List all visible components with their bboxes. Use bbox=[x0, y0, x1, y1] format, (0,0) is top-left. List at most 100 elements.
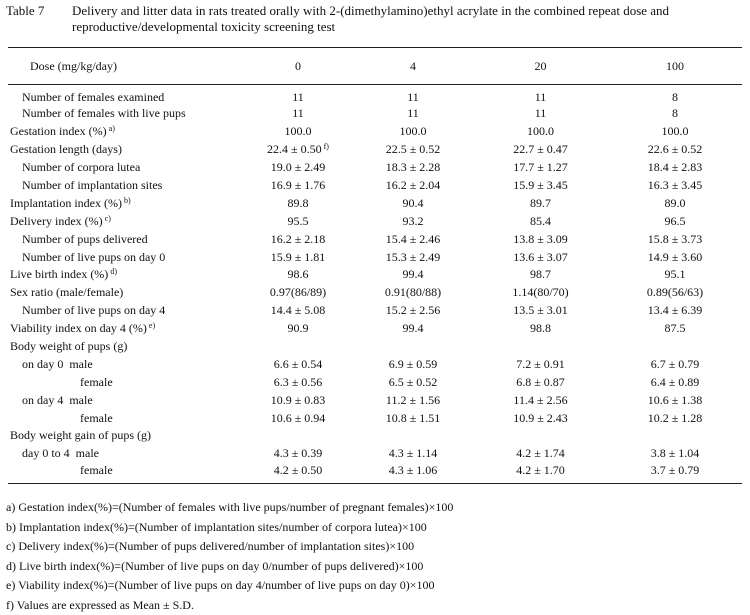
cell-value: 0.91(80/88) bbox=[385, 285, 441, 299]
table-cell: 15.4 ± 2.46 bbox=[353, 230, 473, 248]
row-label: Number of live pups on day 4 bbox=[8, 302, 243, 320]
table-cell: 16.3 ± 3.45 bbox=[608, 177, 742, 195]
cell-value: 98.8 bbox=[530, 321, 551, 335]
cell-value: 4.2 ± 0.50 bbox=[274, 463, 323, 477]
cell-value: 11 bbox=[535, 90, 547, 104]
table-cell: 3.7 ± 0.79 bbox=[608, 463, 742, 484]
table-cell: 89.8 bbox=[243, 194, 353, 212]
column-header: 0 bbox=[243, 48, 353, 85]
table-cell: 6.3 ± 0.56 bbox=[243, 373, 353, 391]
table-cell: 6.6 ± 0.54 bbox=[243, 355, 353, 373]
row-label-text: Sex ratio (male/female) bbox=[10, 285, 123, 299]
table-cell bbox=[608, 427, 742, 445]
table-cell: 13.8 ± 3.09 bbox=[473, 230, 608, 248]
table-cell: 16.2 ± 2.04 bbox=[353, 177, 473, 195]
cell-value: 98.7 bbox=[530, 267, 551, 281]
table-cell: 6.8 ± 0.87 bbox=[473, 373, 608, 391]
cell-value: 22.7 ± 0.47 bbox=[513, 142, 568, 156]
table-title: Delivery and litter data in rats treated… bbox=[72, 3, 744, 35]
cell-value: 10.6 ± 1.38 bbox=[648, 393, 703, 407]
table-cell: 4.3 ± 0.39 bbox=[243, 445, 353, 463]
cell-value: 16.2 ± 2.04 bbox=[386, 178, 441, 192]
cell-value: 1.14(80/70) bbox=[512, 285, 568, 299]
cell-value: 18.4 ± 2.83 bbox=[648, 160, 703, 174]
row-label: Live birth index (%)d) bbox=[8, 266, 243, 284]
row-label-text: day 0 to 4 male bbox=[22, 446, 99, 460]
cell-value: 19.0 ± 2.49 bbox=[271, 160, 326, 174]
row-label: day 0 to 4 male bbox=[8, 445, 243, 463]
table-cell: 4.3 ± 1.06 bbox=[353, 463, 473, 484]
table-cell: 7.2 ± 0.91 bbox=[473, 355, 608, 373]
table-cell: 89.0 bbox=[608, 194, 742, 212]
row-label: on day 0 male bbox=[8, 355, 243, 373]
table-cell: 6.4 ± 0.89 bbox=[608, 373, 742, 391]
table-cell: 98.6 bbox=[243, 266, 353, 284]
row-label-text: Viability index on day 4 (%) bbox=[10, 321, 147, 335]
row-label: Viability index on day 4 (%)e) bbox=[8, 320, 243, 338]
row-label-text: Gestation index (%) bbox=[10, 124, 107, 138]
table-cell bbox=[473, 338, 608, 356]
row-label-text: Number of pups delivered bbox=[22, 232, 148, 246]
row-label: Body weight of pups (g) bbox=[8, 338, 243, 356]
row-label-text: Number of corpora lutea bbox=[22, 160, 140, 174]
cell-value: 16.2 ± 2.18 bbox=[271, 232, 326, 246]
table-cell: 18.4 ± 2.83 bbox=[608, 159, 742, 177]
table-cell: 100.0 bbox=[243, 123, 353, 141]
table-cell bbox=[353, 427, 473, 445]
column-header: 4 bbox=[353, 48, 473, 85]
table-cell: 15.9 ± 1.81 bbox=[243, 248, 353, 266]
cell-value: 93.2 bbox=[403, 214, 424, 228]
cell-value: 10.9 ± 2.43 bbox=[513, 411, 568, 425]
table-cell: 15.8 ± 3.73 bbox=[608, 230, 742, 248]
cell-value: 15.3 ± 2.49 bbox=[386, 250, 441, 264]
cell-value: 100.0 bbox=[662, 124, 689, 138]
footnote: f) Values are expressed as Mean ± S.D. bbox=[6, 596, 453, 615]
cell-value: 15.8 ± 3.73 bbox=[648, 232, 703, 246]
cell-value: 13.4 ± 6.39 bbox=[648, 303, 703, 317]
cell-value: 95.1 bbox=[665, 267, 686, 281]
table-cell: 100.0 bbox=[473, 123, 608, 141]
cell-value: 11 bbox=[535, 106, 547, 120]
cell-value: 4.2 ± 1.74 bbox=[516, 446, 565, 460]
row-label: Number of live pups on day 0 bbox=[8, 248, 243, 266]
table-cell: 98.8 bbox=[473, 320, 608, 338]
table-cell: 11 bbox=[243, 85, 353, 106]
row-label: Body weight gain of pups (g) bbox=[8, 427, 243, 445]
cell-value: 11 bbox=[407, 90, 419, 104]
column-header: 20 bbox=[473, 48, 608, 85]
cell-value: 6.6 ± 0.54 bbox=[274, 357, 323, 371]
table-cell: 8 bbox=[608, 85, 742, 106]
cell-value: 4.3 ± 0.39 bbox=[274, 446, 323, 460]
cell-value: 13.8 ± 3.09 bbox=[513, 232, 568, 246]
cell-value: 98.6 bbox=[288, 267, 309, 281]
table-cell: 3.8 ± 1.04 bbox=[608, 445, 742, 463]
cell-value: 89.0 bbox=[665, 196, 686, 210]
table-cell: 95.5 bbox=[243, 212, 353, 230]
table-row: Number of live pups on day 4 14.4 ± 5.08 1… bbox=[8, 302, 742, 320]
row-label: Implantation index (%)b) bbox=[8, 194, 243, 212]
table-cell: 11.2 ± 1.56 bbox=[353, 391, 473, 409]
table-cell: 100.0 bbox=[353, 123, 473, 141]
cell-value: 95.5 bbox=[288, 214, 309, 228]
cell-value: 11.2 ± 1.56 bbox=[386, 393, 440, 407]
row-label-text: Number of live pups on day 4 bbox=[22, 303, 165, 317]
table-cell: 10.8 ± 1.51 bbox=[353, 409, 473, 427]
table-cell: 14.4 ± 5.08 bbox=[243, 302, 353, 320]
cell-value: 6.8 ± 0.87 bbox=[516, 375, 565, 389]
footnotes: a) Gestation index(%)=(Number of females… bbox=[6, 498, 453, 615]
cell-value: 85.4 bbox=[530, 214, 551, 228]
